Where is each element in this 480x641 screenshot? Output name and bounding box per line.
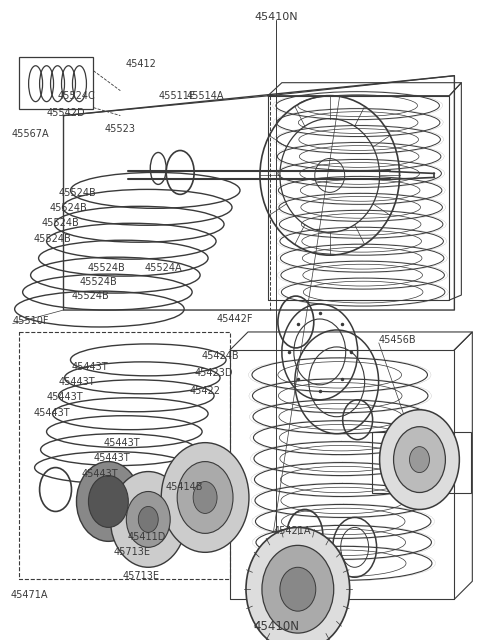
Text: 45410N: 45410N	[254, 12, 298, 22]
Ellipse shape	[88, 476, 128, 528]
Text: 45511E: 45511E	[158, 90, 196, 101]
Text: 45443T: 45443T	[46, 392, 83, 402]
Text: 45471A: 45471A	[10, 590, 48, 601]
Text: 45443T: 45443T	[72, 362, 108, 372]
Text: 45443T: 45443T	[58, 377, 95, 387]
Ellipse shape	[138, 506, 158, 533]
Ellipse shape	[280, 567, 316, 611]
Ellipse shape	[76, 462, 140, 542]
Text: 45524B: 45524B	[80, 277, 118, 287]
Ellipse shape	[409, 447, 430, 472]
Text: 45456B: 45456B	[379, 335, 417, 345]
Bar	[372, 431, 471, 494]
Ellipse shape	[161, 443, 249, 553]
Ellipse shape	[177, 462, 233, 533]
Ellipse shape	[110, 472, 186, 567]
Text: 45510F: 45510F	[12, 315, 49, 326]
Text: 45524B: 45524B	[58, 188, 96, 197]
Ellipse shape	[394, 427, 445, 492]
Text: 45422: 45422	[190, 386, 221, 395]
Ellipse shape	[126, 492, 170, 547]
Text: 45412: 45412	[125, 58, 156, 69]
Text: 45442F: 45442F	[216, 314, 252, 324]
Text: 45523: 45523	[105, 124, 136, 134]
Text: 45443T: 45443T	[33, 408, 70, 418]
Text: 45423D: 45423D	[194, 368, 233, 378]
Text: 45443T: 45443T	[82, 469, 119, 479]
Ellipse shape	[246, 528, 350, 641]
Text: 45524C: 45524C	[57, 90, 95, 101]
Text: 45524B: 45524B	[88, 263, 126, 273]
Text: 45524B: 45524B	[33, 234, 71, 244]
Text: 45524B: 45524B	[41, 219, 79, 228]
Ellipse shape	[380, 410, 459, 510]
Text: 45410N: 45410N	[253, 620, 299, 633]
Ellipse shape	[262, 545, 334, 633]
Text: 45524B: 45524B	[72, 291, 109, 301]
Text: 45542D: 45542D	[46, 108, 85, 118]
Text: 45414B: 45414B	[166, 481, 204, 492]
Ellipse shape	[193, 481, 217, 513]
Text: 45443T: 45443T	[104, 438, 140, 448]
Text: 45713E: 45713E	[123, 571, 160, 581]
Text: 45424B: 45424B	[202, 351, 240, 361]
Text: 45524B: 45524B	[49, 203, 87, 213]
Text: 45443T: 45443T	[94, 453, 131, 463]
Bar	[19, 57, 94, 108]
Text: 45567A: 45567A	[11, 129, 49, 139]
Text: 45411D: 45411D	[128, 531, 166, 542]
Text: 45524A: 45524A	[144, 263, 182, 273]
Text: 45514A: 45514A	[186, 90, 224, 101]
Text: 45713E: 45713E	[113, 547, 150, 557]
Text: 45421A: 45421A	[274, 526, 311, 537]
